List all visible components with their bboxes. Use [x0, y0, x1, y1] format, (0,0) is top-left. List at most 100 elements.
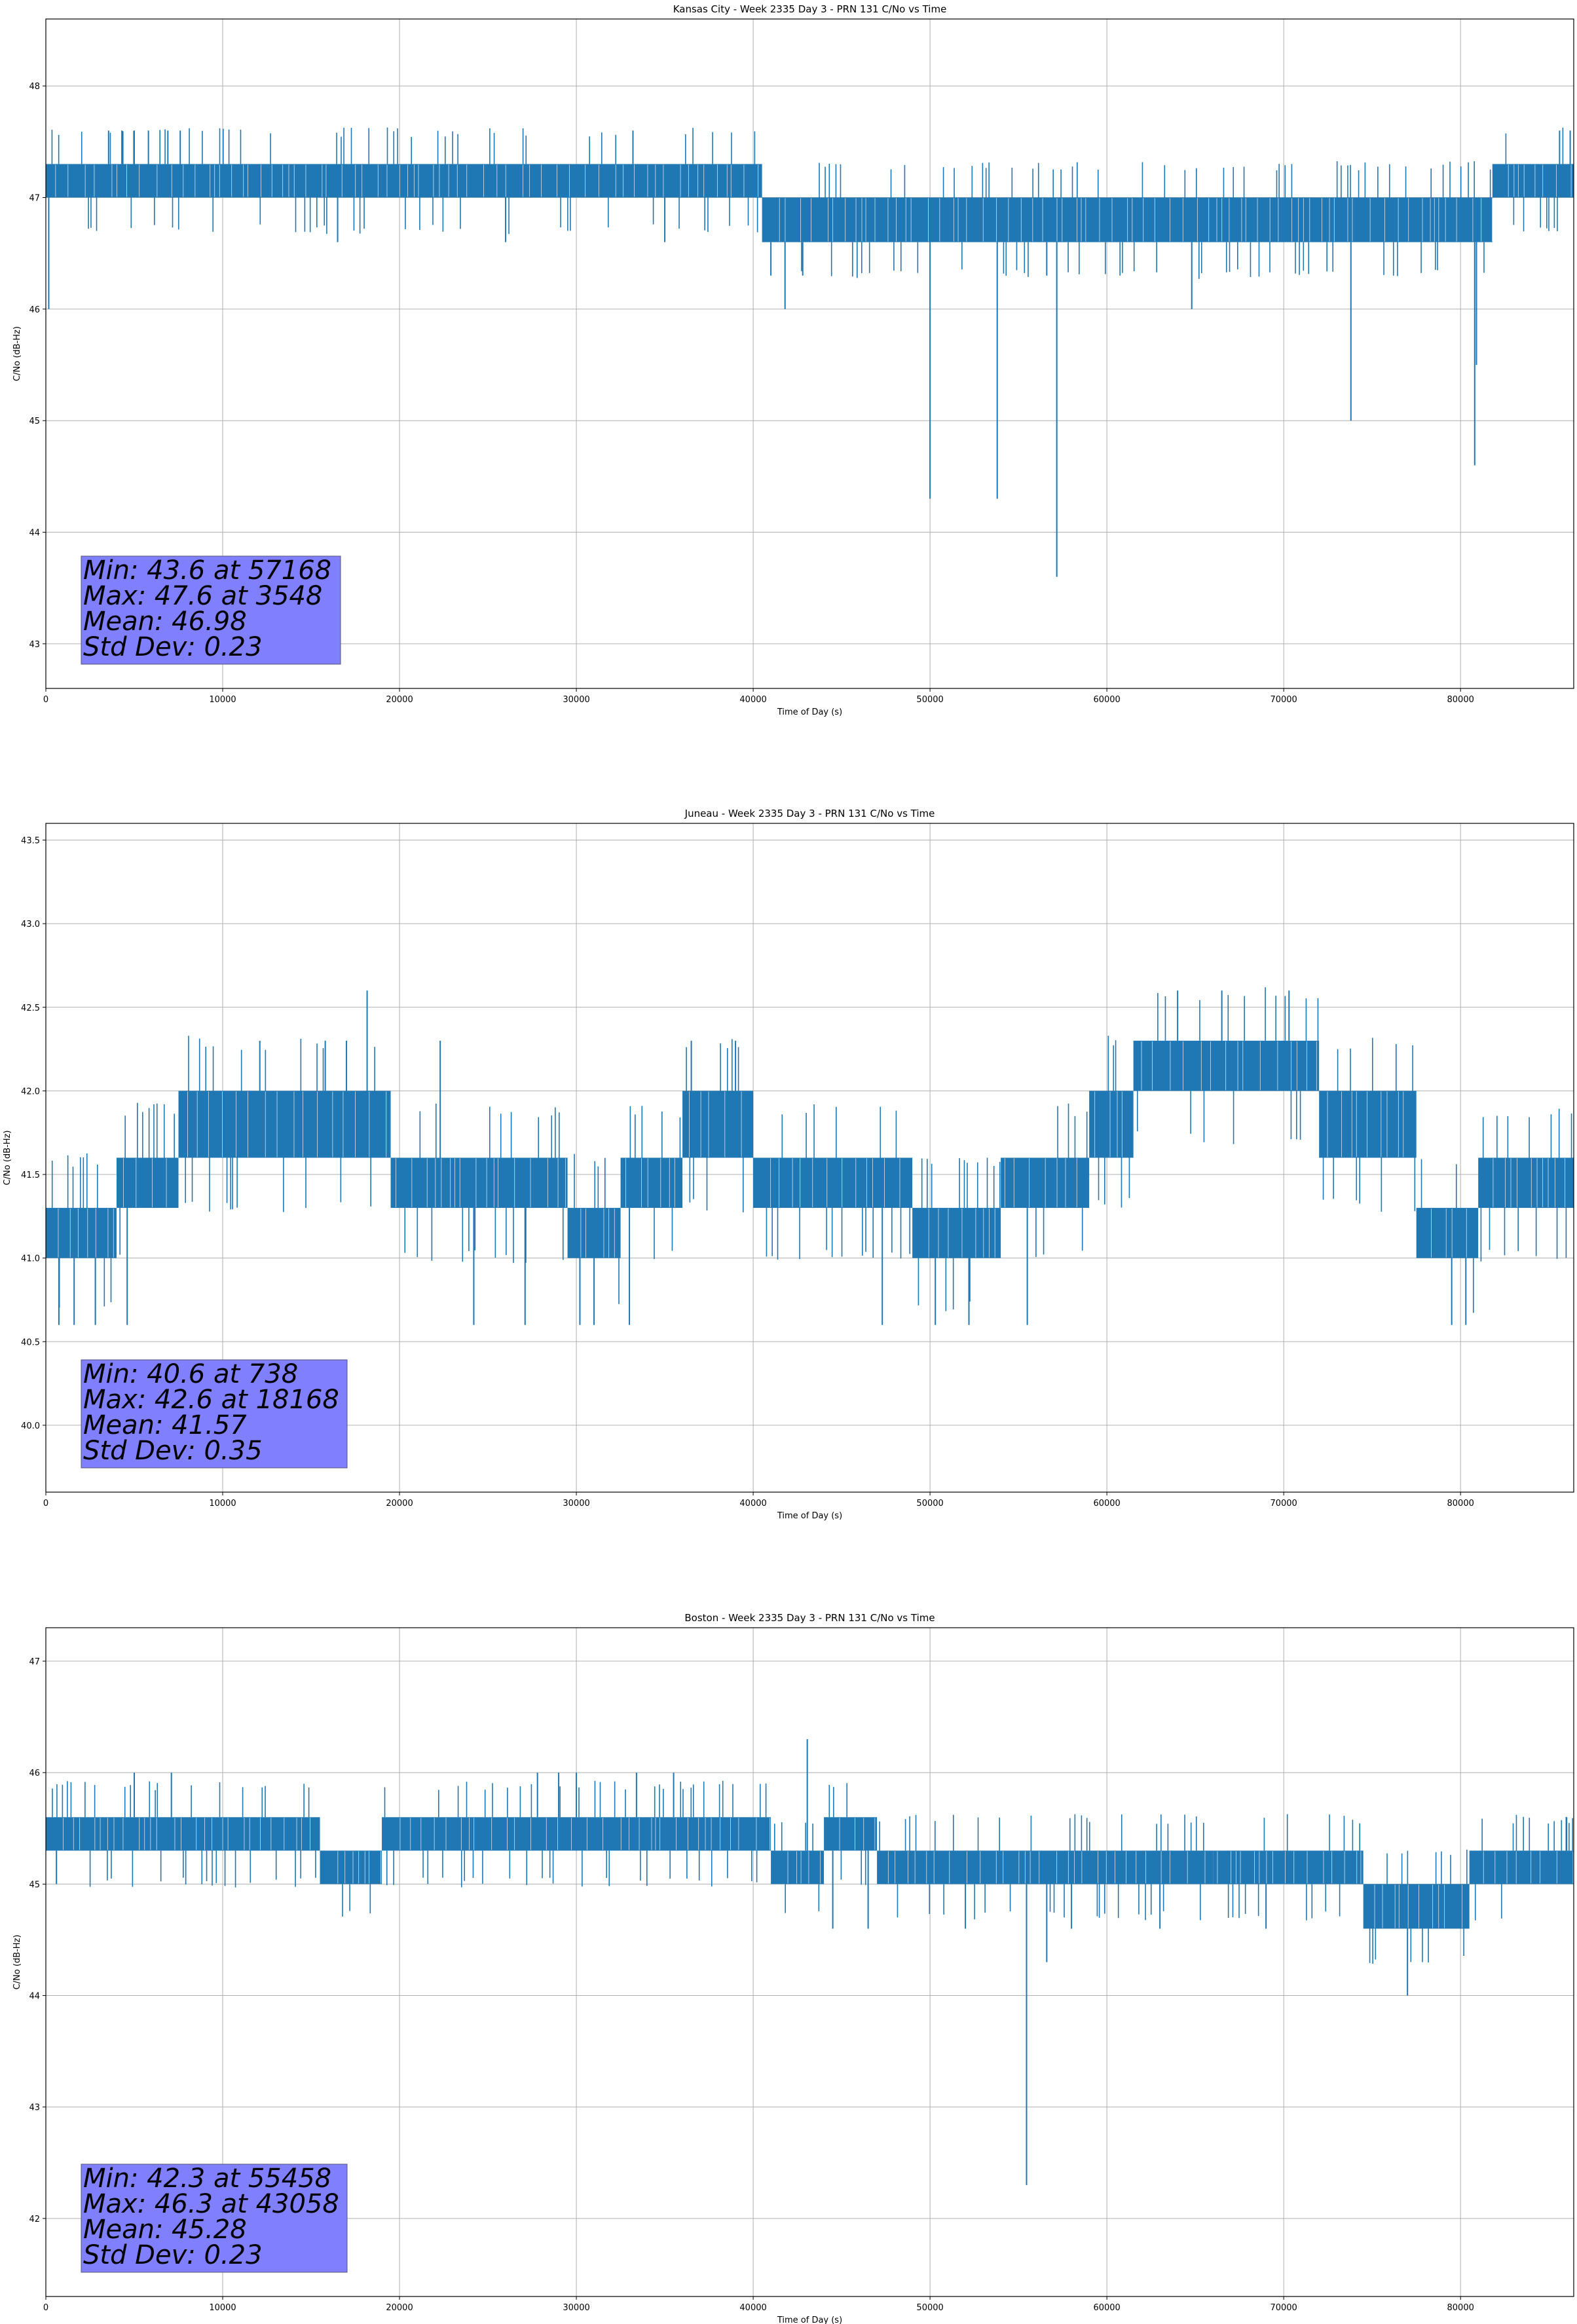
x-tick-label: 60000 — [1093, 695, 1120, 705]
band-segment — [1213, 1850, 1364, 1884]
x-tick-label: 0 — [43, 2303, 48, 2313]
x-axis-label: Time of Day (s) — [777, 2315, 842, 2324]
series-cno — [46, 987, 1574, 1325]
stats-line: Mean: 46.98 — [83, 607, 247, 637]
y-tick-label: 48 — [29, 82, 40, 92]
stats-box — [81, 1359, 348, 1469]
band-segment — [682, 1091, 754, 1158]
band-segment — [46, 1817, 320, 1851]
x-tick-label: 30000 — [563, 695, 589, 705]
band-segment — [912, 1208, 1001, 1258]
y-tick-label: 42.0 — [21, 1087, 40, 1096]
band-segment — [390, 1157, 568, 1209]
band-segment — [1469, 1850, 1574, 1884]
y-tick-label: 46 — [29, 305, 40, 315]
y-axis-label: C/No (dB-Hz) — [12, 1935, 22, 1990]
band-segment — [762, 197, 1493, 242]
stats-line: Min: 42.3 at 55458 — [83, 2164, 331, 2194]
y-tick-label: 40.5 — [21, 1338, 40, 1347]
y-tick-label: 42 — [29, 2215, 40, 2224]
stats-line: Std Dev: 0.23 — [83, 632, 263, 662]
band-segment — [1363, 1884, 1470, 1929]
axes-frame — [45, 823, 1574, 1493]
stats-line: Max: 47.6 at 3548 — [83, 581, 322, 611]
x-tick-label: 60000 — [1093, 1499, 1120, 1509]
y-axis-label: C/No (dB-Hz) — [12, 326, 22, 381]
axes-frame — [45, 1627, 1574, 2297]
band-segment — [877, 1850, 1214, 1884]
y-tick-label: 43 — [29, 2103, 40, 2113]
band-segment — [178, 1091, 391, 1158]
x-axis-label: Time of Day (s) — [777, 1511, 842, 1521]
x-tick-label: 60000 — [1093, 2303, 1120, 2313]
x-axis-label: Time of Day (s) — [777, 707, 842, 717]
x-tick-label: 70000 — [1270, 2303, 1297, 2313]
stats-line: Min: 40.6 at 738 — [83, 1359, 298, 1389]
band-segment — [1089, 1091, 1134, 1158]
y-tick-label: 44 — [29, 529, 40, 538]
band-segment — [46, 1208, 117, 1258]
stats-line: Std Dev: 0.23 — [83, 2240, 263, 2270]
y-tick-label: 43.5 — [21, 836, 40, 846]
band-segment — [1478, 1157, 1574, 1209]
x-tick-label: 30000 — [563, 2303, 589, 2313]
stats-box — [81, 555, 341, 665]
chart-panel-3: 0 10000 20000 30000 40000 50000 60000 70000 8000… — [12, 1612, 1574, 2324]
x-tick-label: 20000 — [386, 695, 413, 705]
axes-frame — [45, 18, 1574, 689]
y-tick-label: 45 — [29, 1880, 40, 1890]
band-segment — [1416, 1208, 1479, 1258]
x-tick-label: 40000 — [739, 695, 766, 705]
x-tick-label: 50000 — [916, 1499, 943, 1509]
x-tick-label: 20000 — [386, 2303, 413, 2313]
x-tick-label: 10000 — [209, 2303, 236, 2313]
x-tick-label: 40000 — [739, 2303, 766, 2313]
chart-panel-1: 0 10000 20000 30000 40000 50000 60000 70000 8000… — [12, 3, 1574, 717]
band-segment — [1319, 1091, 1417, 1158]
x-tick-label: 70000 — [1270, 695, 1297, 705]
x-tick-label: 0 — [43, 695, 48, 705]
band-segment — [1001, 1157, 1090, 1209]
x-tick-label: 10000 — [209, 695, 236, 705]
x-tick-label: 10000 — [209, 1499, 236, 1509]
band-segment — [1133, 1040, 1320, 1091]
y-axis-label: C/No (dB-Hz) — [3, 1131, 12, 1186]
chart-title: Kansas City - Week 2335 Day 3 - PRN 131 … — [673, 3, 947, 15]
chart-title: Juneau - Week 2335 Day 3 - PRN 131 C/No … — [684, 808, 935, 819]
stats-line: Max: 42.6 at 18168 — [83, 1385, 339, 1415]
band-segment — [824, 1817, 878, 1851]
band-segment — [1492, 164, 1574, 198]
chart-panel-2: 0 10000 20000 30000 40000 50000 60000 70000 8000… — [3, 808, 1574, 1521]
y-tick-label: 47 — [29, 194, 40, 204]
band-segment — [320, 1850, 382, 1884]
stats-line: Std Dev: 0.35 — [83, 1436, 263, 1466]
band-segment — [620, 1157, 683, 1209]
stats-line: Max: 46.3 at 43058 — [83, 2189, 339, 2219]
y-tick-label: 42.5 — [21, 1003, 40, 1013]
x-tick-label: 80000 — [1447, 1499, 1474, 1509]
band-segment — [753, 1157, 913, 1209]
stats-line: Mean: 45.28 — [83, 2215, 247, 2245]
series-cno — [46, 127, 1574, 577]
y-tick-label: 43.0 — [21, 920, 40, 929]
chart-title: Boston - Week 2335 Day 3 - PRN 131 C/No … — [684, 1612, 935, 1624]
x-tick-label: 80000 — [1447, 695, 1474, 705]
x-tick-label: 70000 — [1270, 1499, 1297, 1509]
y-tick-label: 41.5 — [21, 1171, 40, 1180]
y-tick-label: 41.0 — [21, 1254, 40, 1264]
band-segment — [46, 164, 762, 198]
x-tick-label: 30000 — [563, 1499, 589, 1509]
x-tick-label: 50000 — [916, 695, 943, 705]
y-tick-label: 40.0 — [21, 1421, 40, 1431]
x-tick-label: 50000 — [916, 2303, 943, 2313]
stats-box — [81, 2164, 348, 2273]
stats-line: Min: 43.6 at 57168 — [83, 555, 331, 586]
x-tick-label: 40000 — [739, 1499, 766, 1509]
band-segment — [382, 1817, 771, 1851]
y-tick-label: 44 — [29, 1992, 40, 2002]
stats-line: Mean: 41.57 — [83, 1410, 247, 1440]
y-tick-label: 43 — [29, 640, 40, 650]
x-tick-label: 0 — [43, 1499, 48, 1509]
band-segment — [567, 1208, 621, 1258]
